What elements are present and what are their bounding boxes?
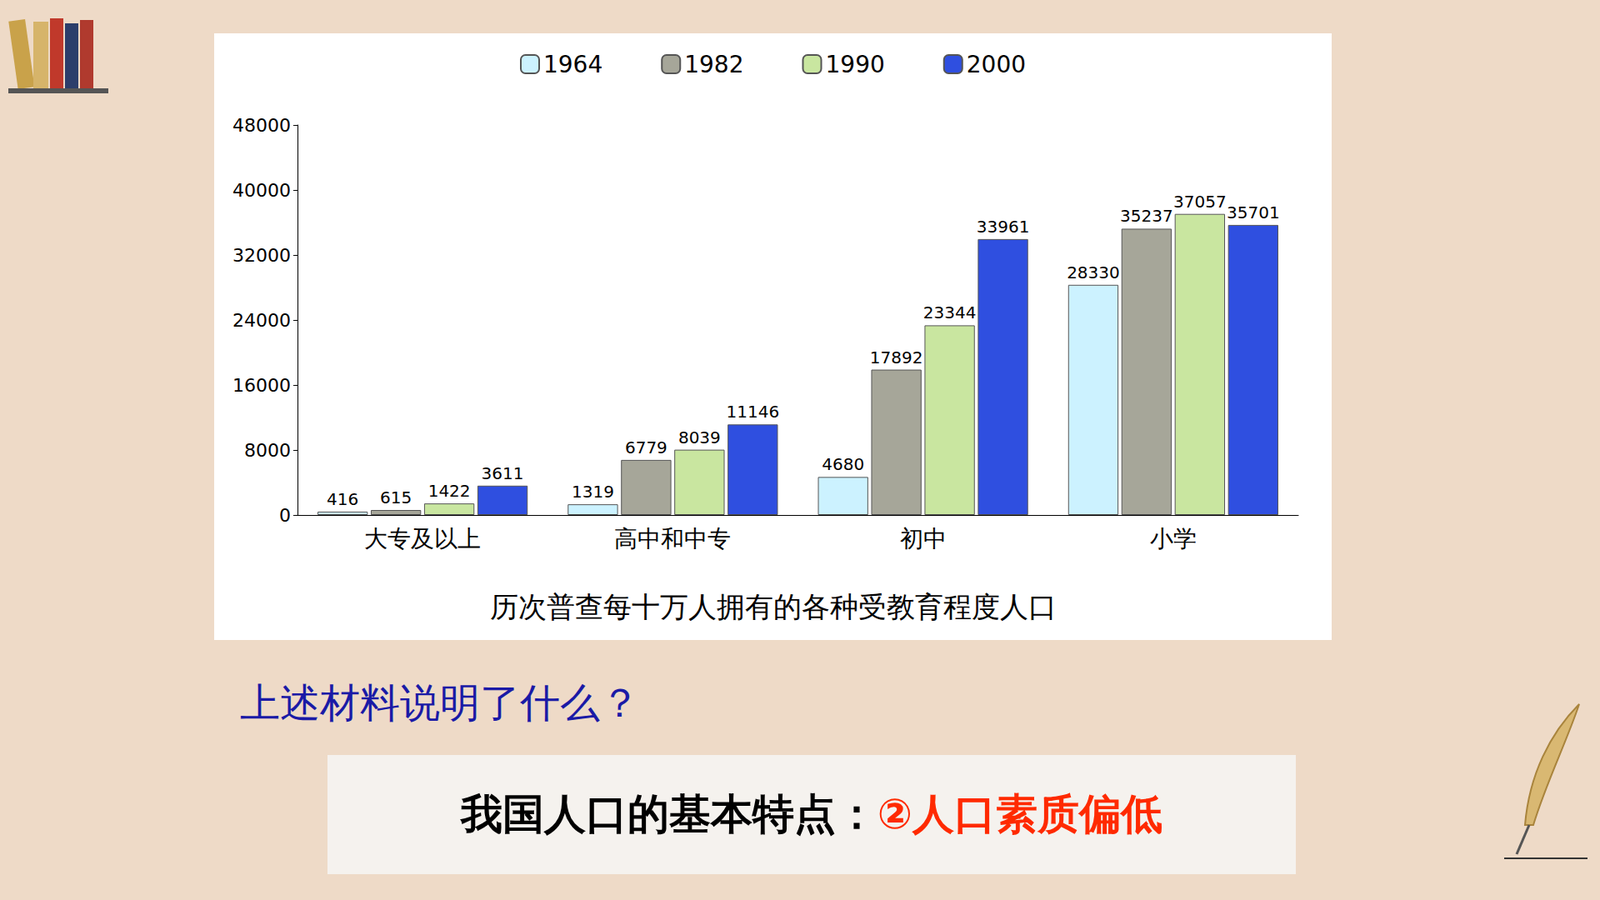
svg-text:小学: 小学	[1150, 525, 1197, 553]
svg-text:高中和中专: 高中和中专	[614, 525, 731, 553]
svg-text:1964: 1964	[543, 50, 603, 79]
svg-text:48000: 48000	[232, 115, 291, 136]
svg-text:1990: 1990	[825, 50, 885, 79]
svg-text:16000: 16000	[232, 375, 291, 396]
svg-text:初中: 初中	[900, 525, 947, 553]
svg-text:1982: 1982	[684, 50, 744, 79]
svg-text:0: 0	[279, 505, 291, 526]
html-text:上述材料说明了什么？: 上述材料说明了什么？	[240, 679, 640, 726]
svg-text:历次普查每十万人拥有的各种受教育程度人口: 历次普查每十万人拥有的各种受教育程度人口	[490, 590, 1057, 624]
svg-text:17892: 17892	[870, 347, 924, 368]
svg-text:28330: 28330	[1066, 262, 1120, 283]
html-text:我国人口的基本特点：②人口素质偏低: 我国人口的基本特点：②人口素质偏低	[460, 790, 1163, 839]
svg-text:24000: 24000	[232, 310, 291, 331]
svg-text:23344: 23344	[923, 302, 977, 323]
svg-text:8039: 8039	[678, 427, 721, 448]
svg-text:大专及以上: 大专及以上	[364, 525, 481, 553]
svg-text:33961: 33961	[976, 216, 1030, 237]
svg-text:615: 615	[380, 487, 412, 508]
svg-text:35237: 35237	[1120, 205, 1174, 226]
svg-text:35701: 35701	[1226, 202, 1280, 223]
svg-text:2000: 2000	[966, 50, 1026, 79]
svg-text:32000: 32000	[232, 245, 291, 266]
svg-text:1319: 1319	[571, 481, 615, 502]
svg-text:3611: 3611	[481, 463, 525, 484]
svg-text:416: 416	[326, 489, 359, 510]
svg-text:4680: 4680	[821, 454, 865, 475]
svg-text:8000: 8000	[244, 440, 291, 461]
svg-text:37057: 37057	[1173, 191, 1227, 212]
svg-text:40000: 40000	[232, 180, 291, 201]
svg-text:1422: 1422	[428, 480, 471, 501]
svg-text:6779: 6779	[625, 437, 668, 458]
svg-text:11146: 11146	[725, 401, 780, 422]
